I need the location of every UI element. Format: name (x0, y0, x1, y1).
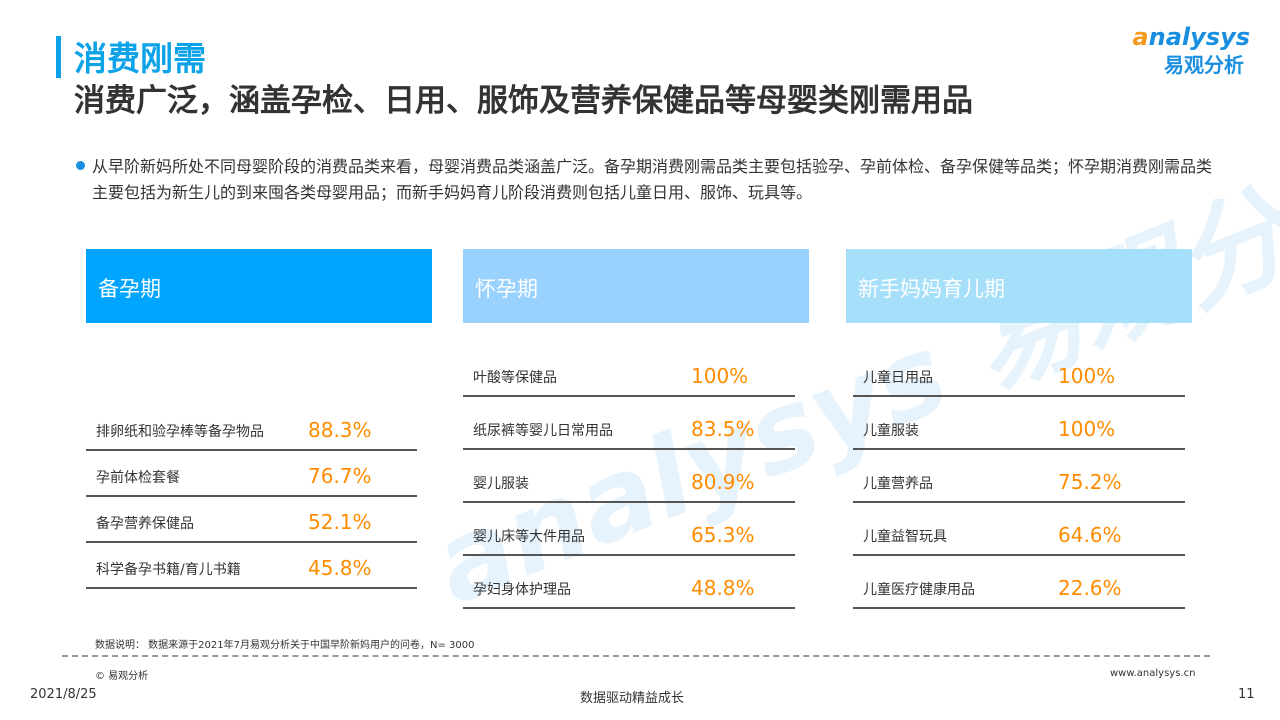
item-value: 100% (1058, 364, 1116, 388)
list-item: 纸尿裤等婴儿日常用品 83.5% (463, 410, 795, 450)
item-value: 80.9% (691, 470, 755, 494)
bullet-icon (76, 161, 85, 170)
item-label: 排卵纸和验孕棒等备孕物品 (96, 424, 264, 440)
section-title: 消费刚需 (74, 39, 206, 78)
item-value: 45.8% (308, 556, 372, 580)
slogan: 数据驱动精益成长 (580, 691, 685, 706)
list-item: 孕妇身体护理品 48.8% (463, 569, 795, 609)
item-label: 孕妇身体护理品 (473, 582, 571, 598)
data-note: 数据说明： 数据来源于2021年7月易观分析关于中国早阶新妈用户的问卷，N= 3… (95, 640, 475, 651)
item-value: 100% (691, 364, 749, 388)
list-item: 孕前体检套餐 76.7% (86, 457, 417, 497)
item-value: 52.1% (308, 510, 372, 534)
item-value: 83.5% (691, 417, 755, 441)
item-label: 婴儿床等大件用品 (473, 529, 585, 545)
column-header: 新手妈妈育儿期 (846, 249, 1192, 323)
item-value: 48.8% (691, 576, 755, 600)
item-value: 22.6% (1058, 576, 1122, 600)
list-item: 儿童服装 100% (853, 410, 1185, 450)
item-label: 儿童医疗健康用品 (863, 582, 975, 598)
item-label: 纸尿裤等婴儿日常用品 (473, 423, 613, 439)
item-value: 76.7% (308, 464, 372, 488)
copyright: © 易观分析 (95, 671, 149, 682)
item-label: 科学备孕书籍/育儿书籍 (96, 562, 241, 578)
list-item: 叶酸等保健品 100% (463, 357, 795, 397)
divider (62, 655, 1210, 657)
page-number: 11 (1238, 687, 1255, 702)
list-item: 科学备孕书籍/育儿书籍 45.8% (86, 549, 417, 589)
column-header: 怀孕期 (463, 249, 809, 323)
item-value: 64.6% (1058, 523, 1122, 547)
list-item: 婴儿床等大件用品 65.3% (463, 516, 795, 556)
item-label: 儿童益智玩具 (863, 529, 947, 545)
item-value: 65.3% (691, 523, 755, 547)
date: 2021/8/25 (30, 687, 97, 702)
logo: analysys 易观分析 (1132, 23, 1250, 77)
description: 从早阶新妈所处不同母婴阶段的消费品类来看，母婴消费品类涵盖广泛。备孕期消费刚需品… (92, 157, 1213, 202)
list-item: 排卵纸和验孕棒等备孕物品 88.3% (86, 411, 417, 451)
item-label: 备孕营养保健品 (96, 516, 194, 532)
item-value: 75.2% (1058, 470, 1122, 494)
item-label: 儿童营养品 (863, 476, 933, 492)
list-item: 儿童日用品 100% (853, 357, 1185, 397)
list-item: 备孕营养保健品 52.1% (86, 503, 417, 543)
item-label: 儿童服装 (863, 423, 919, 439)
item-label: 儿童日用品 (863, 370, 933, 386)
item-value: 100% (1058, 417, 1116, 441)
list-item: 儿童医疗健康用品 22.6% (853, 569, 1185, 609)
column-header: 备孕期 (86, 249, 432, 323)
item-label: 孕前体检套餐 (96, 470, 180, 486)
list-item: 儿童益智玩具 64.6% (853, 516, 1185, 556)
section-accent-bar (56, 36, 61, 78)
list-item: 儿童营养品 75.2% (853, 463, 1185, 503)
list-item: 婴儿服装 80.9% (463, 463, 795, 503)
page-title: 消费广泛，涵盖孕检、日用、服饰及营养保健品等母婴类刚需用品 (74, 83, 973, 119)
item-label: 婴儿服装 (473, 476, 529, 492)
website: www.analysys.cn (1110, 668, 1196, 679)
item-label: 叶酸等保健品 (473, 370, 557, 386)
item-value: 88.3% (308, 418, 372, 442)
